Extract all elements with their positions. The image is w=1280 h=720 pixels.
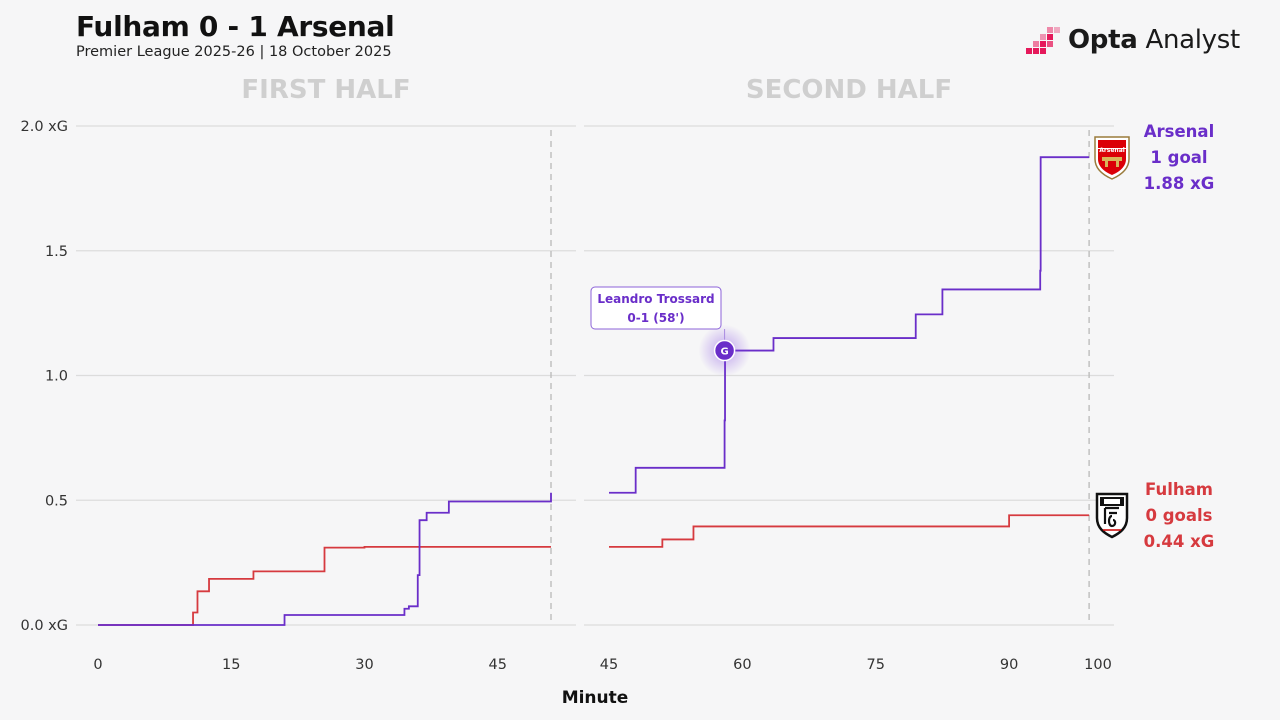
fulham-xg-line-first-half: [98, 546, 551, 626]
opta-logo-icon: [1026, 27, 1060, 54]
half-label: SECOND HALF: [746, 75, 952, 105]
y-tick-label: 1.5: [45, 244, 68, 260]
half-label: FIRST HALF: [241, 75, 410, 105]
y-tick-label: 0.0 xG: [21, 618, 69, 634]
brand-logo: Opta Analyst: [1024, 20, 1240, 60]
fulham-end-label: Fulham: [1145, 480, 1213, 499]
arsenal-xg-line-first-half: [98, 492, 552, 626]
y-tick-label: 1.0: [45, 369, 68, 385]
x-tick-label: 90: [1000, 657, 1018, 673]
brand-name: Opta Analyst: [1068, 25, 1240, 55]
arsenal-end-label: Arsenal: [1144, 122, 1214, 141]
x-tick-label: 15: [222, 657, 240, 673]
y-tick-label: 0.5: [45, 493, 68, 509]
x-tick-label: 45: [488, 657, 506, 673]
goal-score-label: 0-1 (58'): [627, 311, 684, 325]
goal-annotation-box: [590, 286, 722, 330]
x-tick-label: 75: [867, 657, 885, 673]
page-subtitle: Premier League 2025-26 | 18 October 2025: [76, 44, 392, 60]
goal-marker: [713, 339, 736, 362]
x-axis-label: Minute: [562, 688, 629, 708]
arsenal-end-label: 1.88 xG: [1144, 174, 1215, 193]
x-tick-label: 100: [1084, 657, 1112, 673]
fulham-xg-line-second-half: [609, 514, 1090, 548]
arsenal-crest-icon: [1094, 136, 1130, 180]
fulham-crest-icon: [1095, 492, 1129, 539]
fulham-end-label: 0.44 xG: [1144, 532, 1215, 551]
arsenal-end-label: 1 goal: [1150, 148, 1207, 167]
goal-marker-letter: G: [720, 347, 728, 358]
arsenal-xg-line-second-half: [609, 156, 1090, 494]
x-tick-label: 0: [93, 657, 102, 673]
y-tick-label: 2.0 xG: [21, 119, 69, 135]
x-tick-label: 30: [355, 657, 373, 673]
x-tick-label: 45: [600, 657, 618, 673]
arsenal-crest-text: Arsenal: [1099, 147, 1125, 154]
goal-scorer-label: Leandro Trossard: [597, 292, 714, 306]
x-tick-label: 60: [733, 657, 751, 673]
page-title: Fulham 0 - 1 Arsenal: [76, 10, 395, 43]
fulham-end-label: 0 goals: [1146, 506, 1213, 525]
